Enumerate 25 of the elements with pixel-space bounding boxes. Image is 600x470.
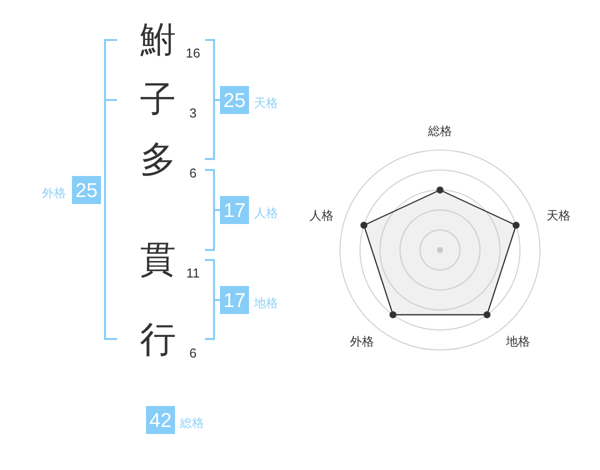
spoke-label: 天格: [546, 208, 571, 222]
spoke-label: 外格: [350, 334, 374, 349]
text: 地格: [253, 296, 278, 310]
text: 天格: [254, 96, 278, 110]
category-label: 鮒: [140, 20, 176, 60]
category-label: 子: [140, 80, 176, 120]
text: 人格: [254, 206, 278, 220]
category-label: 多: [140, 140, 176, 180]
data-label: 3: [189, 106, 197, 120]
data-label: 6: [189, 166, 197, 180]
category-label: 行: [140, 320, 176, 360]
spoke-label: 人格: [309, 208, 334, 222]
text: 17: [223, 290, 246, 312]
text: 総格: [179, 416, 204, 430]
spoke-label: 総格: [427, 124, 452, 138]
text: 外格: [42, 186, 66, 200]
data-label: 11: [186, 266, 200, 280]
data-label: 16: [186, 46, 200, 60]
text: 17: [223, 200, 246, 222]
text: 25: [223, 90, 246, 112]
spoke-label: 地格: [504, 334, 530, 349]
text: 25: [75, 180, 98, 202]
category-label: 貫: [140, 240, 176, 280]
data-label: 6: [189, 346, 197, 360]
text: 42: [149, 410, 172, 432]
